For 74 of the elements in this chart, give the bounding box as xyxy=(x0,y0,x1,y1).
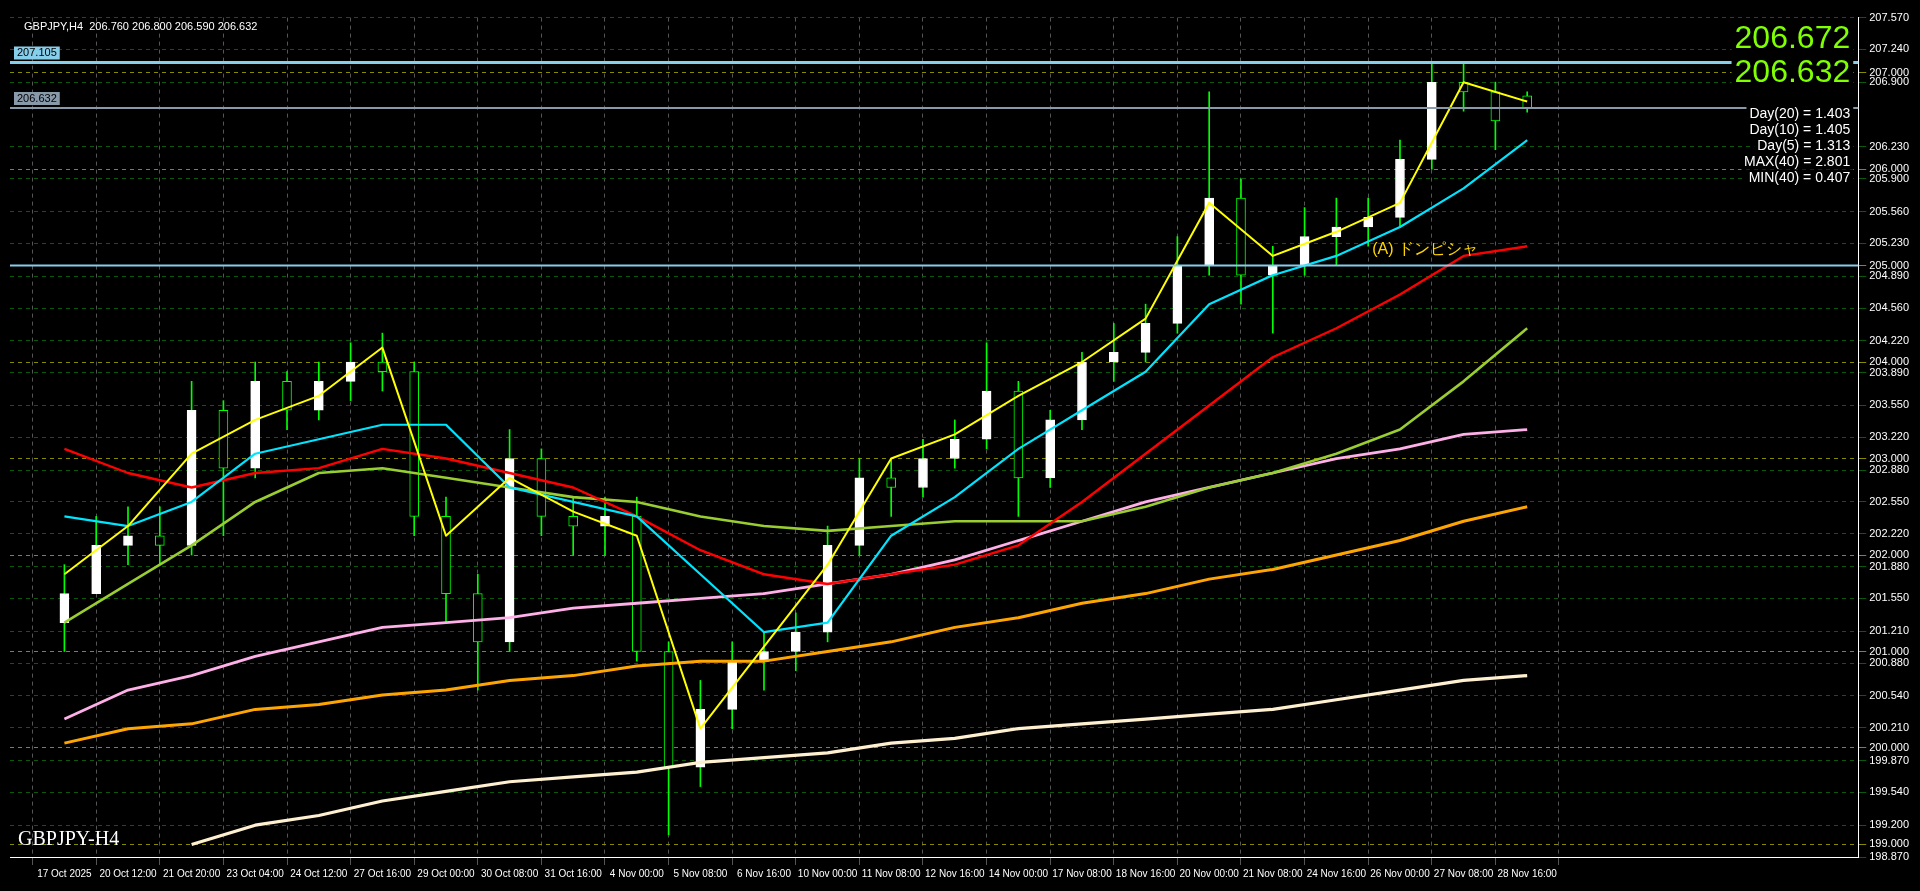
x-tick-label: 17 Nov 08:00 xyxy=(1052,867,1113,879)
y-tick-label: 207.570 xyxy=(1869,10,1909,23)
x-tick-label: 12 Nov 16:00 xyxy=(925,867,985,879)
candlestick xyxy=(1108,323,1119,382)
y-tick-label: 202.880 xyxy=(1869,463,1909,476)
x-tick-label: 6 Nov 16:00 xyxy=(737,867,792,879)
x-tick-label: 24 Nov 16:00 xyxy=(1306,867,1367,879)
y-tick-label: 201.550 xyxy=(1869,591,1909,604)
text: 206.672 xyxy=(1734,18,1851,55)
x-tick-label: 28 Nov 16:00 xyxy=(1497,867,1558,879)
y-tick-label: 199.540 xyxy=(1869,785,1909,798)
text: Day(10) = 1.405 xyxy=(1749,120,1851,137)
y-tick-label: 201.000 xyxy=(1869,644,1909,657)
text: Day(20) = 1.403 xyxy=(1749,104,1851,121)
x-tick-label: 27 Nov 08:00 xyxy=(1433,867,1494,879)
y-tick-label: 199.000 xyxy=(1869,837,1909,850)
y-tick-label: 203.550 xyxy=(1869,398,1909,411)
x-tick-label: 20 Nov 00:00 xyxy=(1179,867,1240,879)
x-tick-label: 29 Oct 00:00 xyxy=(417,867,476,879)
y-tick-label: 199.870 xyxy=(1869,753,1909,766)
y-tick-label: 202.220 xyxy=(1869,526,1909,539)
x-tick-label: 21 Oct 20:00 xyxy=(162,867,221,879)
y-tick-label: 201.880 xyxy=(1869,559,1909,572)
y-tick-label: 204.000 xyxy=(1869,355,1909,368)
y-tick-label: 206.900 xyxy=(1869,75,1909,88)
x-tick-label: 10 Nov 00:00 xyxy=(797,867,858,879)
y-tick-label: 201.210 xyxy=(1869,624,1909,637)
ref-line-label: 207.105 xyxy=(17,46,57,58)
y-tick-label: 206.230 xyxy=(1869,139,1909,152)
candlestick xyxy=(886,458,897,517)
y-tick-label: 200.880 xyxy=(1869,656,1909,669)
x-tick-label: 20 Oct 12:00 xyxy=(99,867,158,879)
x-tick-label: 27 Oct 16:00 xyxy=(353,867,412,879)
x-tick-label: 24 Oct 12:00 xyxy=(290,867,348,879)
y-tick-label: 205.000 xyxy=(1869,258,1909,271)
x-tick-label: 18 Nov 16:00 xyxy=(1115,867,1176,879)
y-tick-label: 204.560 xyxy=(1869,301,1909,314)
x-tick-label: 4 Nov 00:00 xyxy=(609,867,665,879)
text: MAX(40) = 2.801 xyxy=(1744,152,1851,169)
candlestick xyxy=(154,506,165,565)
y-tick-label: 204.890 xyxy=(1869,269,1909,282)
annotation: (A) ドンピシャ xyxy=(1372,239,1478,257)
y-tick-label: 200.540 xyxy=(1869,688,1909,701)
text: MIN(40) = 0.407 xyxy=(1748,168,1851,185)
y-tick-label: 207.240 xyxy=(1869,42,1909,55)
x-tick-label: 17 Oct 2025 xyxy=(37,867,93,879)
x-tick-label: 14 Nov 00:00 xyxy=(988,867,1049,879)
y-tick-label: 200.210 xyxy=(1869,720,1909,733)
y-tick-label: 198.870 xyxy=(1869,850,1909,863)
candlestick xyxy=(1363,197,1374,247)
x-tick-label: 5 Nov 08:00 xyxy=(673,867,728,879)
y-tick-label: 203.890 xyxy=(1869,365,1909,378)
y-tick-label: 205.230 xyxy=(1869,236,1909,249)
y-tick-label: 204.220 xyxy=(1869,333,1909,346)
y-tick-label: 202.000 xyxy=(1869,548,1909,561)
y-tick-label: 199.200 xyxy=(1869,818,1909,831)
text: 206.632 xyxy=(1734,52,1851,89)
x-tick-label: 23 Oct 04:00 xyxy=(226,867,285,879)
y-tick-label: 200.000 xyxy=(1869,741,1909,754)
candlestick xyxy=(123,506,133,565)
x-tick-label: 11 Nov 08:00 xyxy=(861,867,921,879)
y-tick-label: 205.560 xyxy=(1869,204,1909,217)
x-tick-label: 26 Nov 00:00 xyxy=(1370,867,1431,879)
chart-title: GBPJPY,H4 206.760 206.800 206.590 206.632 xyxy=(24,19,258,32)
y-tick-label: 207.000 xyxy=(1869,65,1909,78)
x-tick-label: 21 Nov 08:00 xyxy=(1243,867,1303,879)
y-tick-label: 202.550 xyxy=(1869,494,1909,507)
y-tick-label: 203.000 xyxy=(1869,451,1909,464)
ref-line-label: 206.632 xyxy=(17,91,57,104)
annotation: GBPJPY-H4 xyxy=(18,827,120,849)
x-tick-label: 30 Oct 08:00 xyxy=(480,867,539,879)
x-tick-label: 31 Oct 16:00 xyxy=(544,867,603,879)
y-tick-label: 203.220 xyxy=(1869,430,1909,443)
text: Day(5) = 1.313 xyxy=(1757,136,1851,153)
